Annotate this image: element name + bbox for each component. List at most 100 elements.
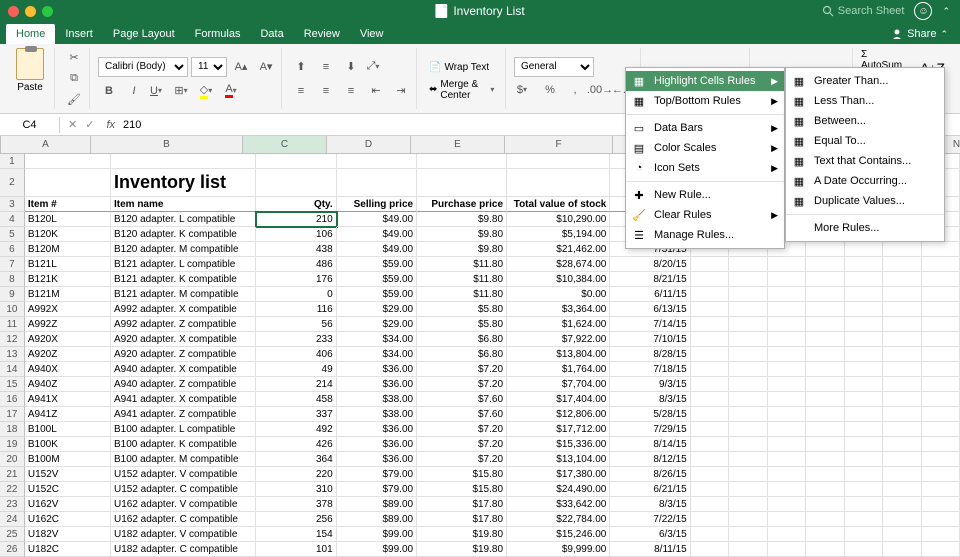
- cell[interactable]: [691, 527, 729, 542]
- menu-item-icon-sets[interactable]: ◔Icon Sets▶: [626, 158, 784, 178]
- cell-updated[interactable]: 8/26/15: [610, 467, 690, 482]
- cell[interactable]: [845, 482, 883, 497]
- cell[interactable]: [883, 272, 921, 287]
- bold-button[interactable]: B: [98, 80, 120, 102]
- cell[interactable]: [111, 154, 256, 169]
- cell[interactable]: [729, 407, 767, 422]
- cell[interactable]: [806, 317, 844, 332]
- cell[interactable]: [922, 347, 960, 362]
- cell-item-name[interactable]: A920 adapter. Z compatible: [111, 347, 256, 362]
- format-painter-button[interactable]: 🖌: [63, 90, 85, 109]
- cell[interactable]: [806, 257, 844, 272]
- cell-updated[interactable]: 6/13/15: [610, 302, 690, 317]
- cell-purchase[interactable]: $15.80: [417, 482, 507, 497]
- cell[interactable]: [768, 467, 806, 482]
- row-header[interactable]: 14: [0, 362, 25, 377]
- cell-purchase[interactable]: $7.20: [417, 362, 507, 377]
- cell-selling[interactable]: $36.00: [337, 452, 417, 467]
- cell-total[interactable]: $28,674.00: [507, 257, 610, 272]
- cell[interactable]: [922, 422, 960, 437]
- cell-total[interactable]: $15,246.00: [507, 527, 610, 542]
- cell-purchase[interactable]: $11.80: [417, 257, 507, 272]
- merge-center-button[interactable]: ⬌ Merge & Center ▾: [425, 80, 501, 100]
- cell-selling[interactable]: $38.00: [337, 407, 417, 422]
- cell-item-name[interactable]: U162 adapter. C compatible: [111, 512, 256, 527]
- cell[interactable]: [729, 542, 767, 557]
- cell[interactable]: [768, 527, 806, 542]
- cell-item-num[interactable]: B100M: [25, 452, 111, 467]
- row-header[interactable]: 2: [0, 169, 25, 197]
- cell-purchase[interactable]: $15.80: [417, 467, 507, 482]
- cell[interactable]: [729, 272, 767, 287]
- row-header[interactable]: 16: [0, 392, 25, 407]
- cell[interactable]: [768, 407, 806, 422]
- cell[interactable]: [691, 302, 729, 317]
- cell-item-num[interactable]: A941Z: [25, 407, 111, 422]
- cell[interactable]: [806, 272, 844, 287]
- cell[interactable]: [922, 467, 960, 482]
- comma-button[interactable]: ,: [564, 79, 586, 101]
- cell-purchase[interactable]: $19.80: [417, 527, 507, 542]
- cell[interactable]: [845, 452, 883, 467]
- minimize-dot[interactable]: [25, 6, 36, 17]
- cell-item-name[interactable]: B121 adapter. L compatible: [111, 257, 256, 272]
- cell-qty[interactable]: 337: [256, 407, 336, 422]
- cell[interactable]: [845, 392, 883, 407]
- cell-selling[interactable]: $49.00: [337, 227, 417, 242]
- italic-button[interactable]: I: [123, 80, 145, 102]
- cell-item-name[interactable]: A940 adapter. Z compatible: [111, 377, 256, 392]
- cell-purchase[interactable]: $7.60: [417, 407, 507, 422]
- cell[interactable]: [768, 302, 806, 317]
- cell[interactable]: [922, 257, 960, 272]
- account-icon[interactable]: ☺: [914, 2, 932, 20]
- cell-selling[interactable]: $34.00: [337, 347, 417, 362]
- cell[interactable]: [883, 482, 921, 497]
- cell-updated[interactable]: 7/29/15: [610, 422, 690, 437]
- cell[interactable]: [768, 482, 806, 497]
- cell[interactable]: [691, 362, 729, 377]
- cell-selling[interactable]: $59.00: [337, 272, 417, 287]
- cell[interactable]: [883, 407, 921, 422]
- font-family-select[interactable]: Calibri (Body): [98, 57, 188, 77]
- enter-formula-icon[interactable]: ✓: [85, 118, 94, 131]
- cell-purchase[interactable]: $9.80: [417, 242, 507, 257]
- decrease-font-button[interactable]: A▾: [255, 56, 277, 78]
- col-header-E[interactable]: E: [411, 136, 505, 153]
- align-left-button[interactable]: ≡: [290, 80, 312, 102]
- cell[interactable]: [922, 452, 960, 467]
- cell[interactable]: [922, 362, 960, 377]
- cell-total[interactable]: $9,999.00: [507, 542, 610, 557]
- row-header[interactable]: 22: [0, 482, 25, 497]
- cell[interactable]: [845, 377, 883, 392]
- cell[interactable]: [922, 437, 960, 452]
- cell[interactable]: [768, 362, 806, 377]
- cell[interactable]: [768, 392, 806, 407]
- cell-purchase[interactable]: $6.80: [417, 332, 507, 347]
- table-header[interactable]: Total value of stock: [507, 197, 610, 212]
- align-center-button[interactable]: ≡: [315, 80, 337, 102]
- cell-purchase[interactable]: $7.20: [417, 437, 507, 452]
- cell-selling[interactable]: $36.00: [337, 422, 417, 437]
- cell[interactable]: [883, 452, 921, 467]
- cell-item-num[interactable]: B121K: [25, 272, 111, 287]
- cell-selling[interactable]: $34.00: [337, 332, 417, 347]
- number-format-select[interactable]: General: [514, 57, 594, 77]
- cell[interactable]: [845, 302, 883, 317]
- cell[interactable]: [806, 407, 844, 422]
- border-button[interactable]: ⊞▾: [173, 80, 195, 102]
- cell-item-num[interactable]: B100L: [25, 422, 111, 437]
- tab-insert[interactable]: Insert: [55, 24, 103, 44]
- cell-item-name[interactable]: B120 adapter. L compatible: [111, 212, 256, 227]
- row-header[interactable]: 8: [0, 272, 25, 287]
- menu-item-duplicate-values[interactable]: ▦Duplicate Values...: [786, 191, 944, 211]
- cell-qty[interactable]: 116: [256, 302, 336, 317]
- row-header[interactable]: 18: [0, 422, 25, 437]
- cell-qty[interactable]: 0: [256, 287, 336, 302]
- cell-qty[interactable]: 364: [256, 452, 336, 467]
- tab-home[interactable]: Home: [6, 24, 55, 44]
- cell-total[interactable]: $15,336.00: [507, 437, 610, 452]
- underline-button[interactable]: U▾: [148, 80, 170, 102]
- cell-purchase[interactable]: $6.80: [417, 347, 507, 362]
- cell-item-name[interactable]: B121 adapter. M compatible: [111, 287, 256, 302]
- cell[interactable]: [768, 317, 806, 332]
